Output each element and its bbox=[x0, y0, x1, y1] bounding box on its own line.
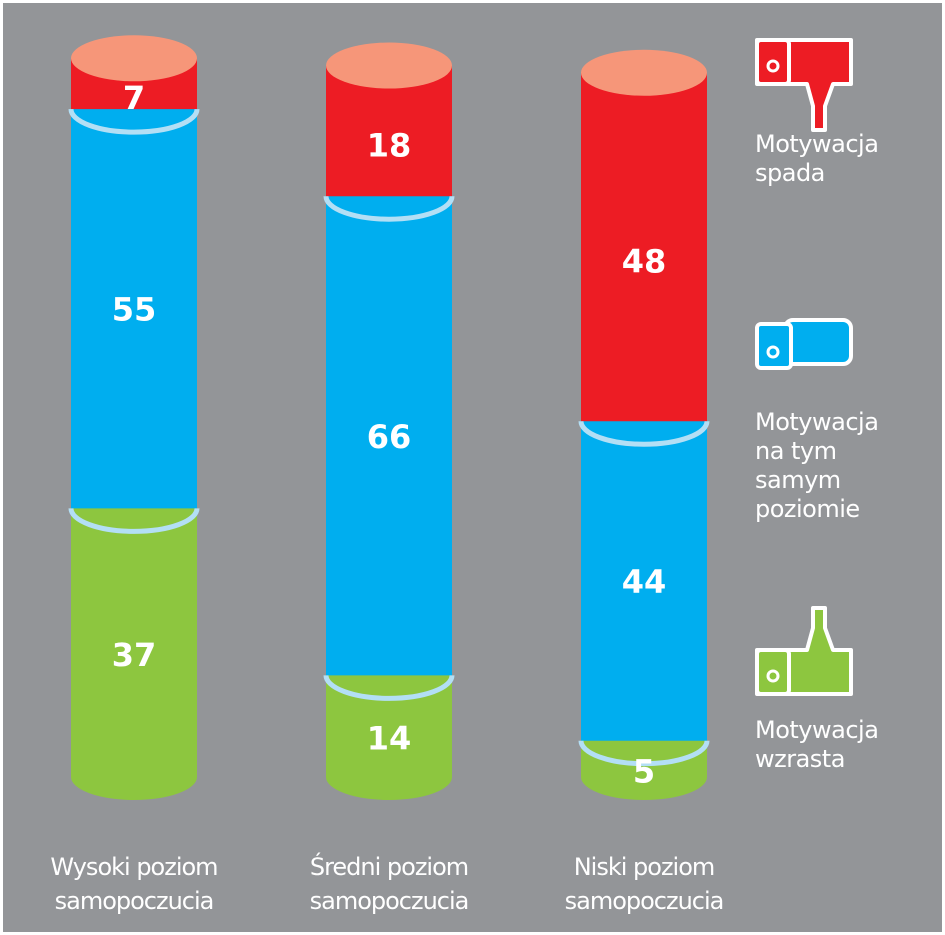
segment-seam-2-2 bbox=[323, 195, 455, 222]
segment-seam-1-2 bbox=[68, 108, 200, 135]
category-label-line: Wysoki poziom bbox=[50, 853, 217, 881]
data-label-2-3: 18 bbox=[367, 126, 412, 164]
data-label-1-3: 7 bbox=[123, 79, 145, 117]
data-label-3-2: 44 bbox=[622, 563, 667, 601]
legend-label-line: spada bbox=[755, 159, 825, 187]
legend-label-line: wzrasta bbox=[755, 745, 845, 773]
bar-top-cap-3 bbox=[581, 49, 707, 96]
data-label-1-2: 55 bbox=[112, 291, 157, 329]
category-labels: Wysoki poziom samopoczucia Średni poziom sa… bbox=[50, 851, 725, 915]
bar-top-cap-1 bbox=[71, 35, 197, 82]
bars-group: 37 55 7 14 66 18 5 44 48 bbox=[68, 35, 710, 800]
category-label-line: samopoczucia bbox=[565, 887, 724, 915]
category-label-1: Wysoki poziom samopoczucia bbox=[50, 853, 218, 915]
thumbs-up-icon bbox=[755, 606, 853, 696]
segment-seam-1-1 bbox=[68, 508, 200, 534]
data-label-2-2: 66 bbox=[367, 418, 412, 456]
legend-label-line: Motywacja bbox=[755, 716, 878, 744]
bar-segment-2-3 bbox=[326, 65, 452, 220]
thumbs-down-icon bbox=[755, 38, 853, 132]
legend-label-line: samym bbox=[755, 466, 841, 494]
bar-segment-2-2 bbox=[326, 196, 452, 699]
bar-segment-3-3 bbox=[581, 72, 707, 445]
bar-segment-3-2 bbox=[581, 421, 707, 764]
thumbs-sideways-icon bbox=[755, 318, 853, 370]
legend-label-line: poziomie bbox=[755, 495, 860, 523]
bar-2: 14 66 18 bbox=[323, 42, 455, 800]
legend-label-line: Motywacja bbox=[755, 130, 878, 158]
segment-seam-2-1 bbox=[323, 675, 455, 701]
segment-seam-3-2 bbox=[578, 420, 710, 447]
legend-label-line: na tym bbox=[755, 437, 837, 465]
bar-segment-1-2 bbox=[71, 109, 198, 532]
data-label-3-1: 5 bbox=[633, 752, 655, 790]
category-label-line: samopoczucia bbox=[310, 887, 469, 915]
segment-seam-3-1 bbox=[578, 740, 710, 767]
bar-top-cap-2 bbox=[326, 42, 452, 89]
bar-1: 37 55 7 bbox=[68, 35, 200, 800]
category-label-line: samopoczucia bbox=[55, 887, 214, 915]
category-label-3: Niski poziom samopoczucia bbox=[565, 853, 725, 915]
data-label-3-3: 48 bbox=[622, 243, 667, 281]
bar-segment-2-1 bbox=[326, 675, 452, 800]
data-label-1-1: 37 bbox=[112, 636, 157, 674]
legend-label-line: Motywacja bbox=[755, 408, 878, 436]
category-label-2: Średni poziom samopoczucia bbox=[310, 851, 470, 915]
category-label-line: Niski poziom bbox=[574, 853, 715, 881]
category-label-line: Średni poziom bbox=[310, 851, 468, 881]
data-label-2-1: 14 bbox=[367, 720, 412, 758]
bar-segment-1-1 bbox=[71, 508, 197, 800]
bar-segment-3-1 bbox=[581, 740, 707, 800]
bar-3: 5 44 48 bbox=[578, 49, 710, 800]
